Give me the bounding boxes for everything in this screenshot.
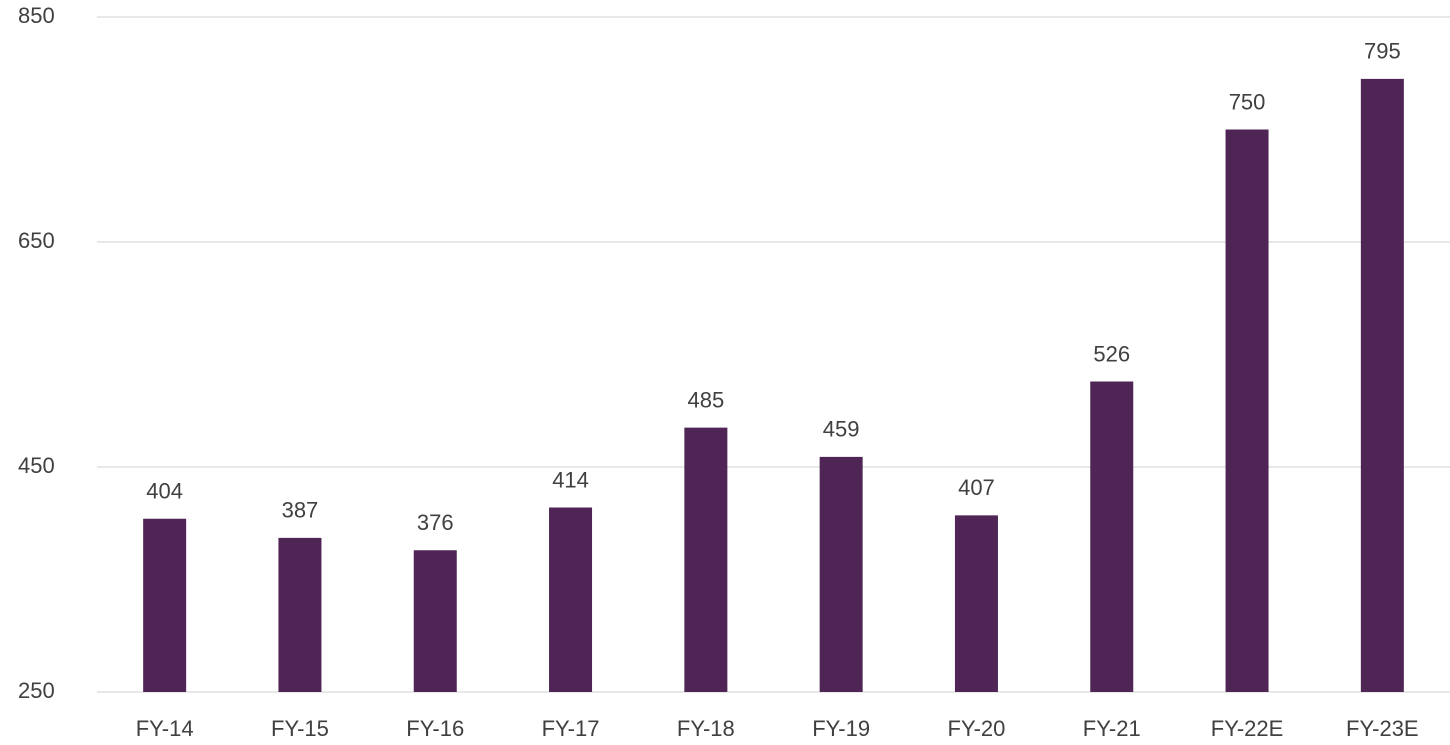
data-label: 750 bbox=[1229, 89, 1266, 114]
data-label: 404 bbox=[146, 479, 183, 504]
x-tick-label: FY-16 bbox=[406, 716, 464, 741]
data-label: 459 bbox=[823, 417, 860, 442]
data-label: 795 bbox=[1364, 39, 1401, 64]
bar bbox=[278, 537, 322, 692]
x-tick-label: FY-18 bbox=[677, 716, 735, 741]
bar bbox=[954, 515, 998, 692]
x-tick-label: FY-17 bbox=[542, 716, 600, 741]
bar bbox=[1090, 381, 1134, 692]
y-tick-label: 450 bbox=[18, 453, 55, 478]
x-tick-label: FY-22E bbox=[1211, 716, 1284, 741]
x-tick-label: FY-14 bbox=[136, 716, 194, 741]
bar bbox=[143, 518, 187, 692]
y-tick-label: 650 bbox=[18, 228, 55, 253]
x-tick-label: FY-23E bbox=[1346, 716, 1419, 741]
bar bbox=[1360, 78, 1404, 692]
bar bbox=[549, 507, 593, 692]
bar bbox=[684, 427, 728, 692]
x-tick-label: FY-21 bbox=[1083, 716, 1141, 741]
data-label: 387 bbox=[282, 498, 319, 523]
y-tick-label: 250 bbox=[18, 678, 55, 703]
x-tick-label: FY-19 bbox=[812, 716, 870, 741]
data-label: 407 bbox=[958, 475, 995, 500]
data-label: 414 bbox=[552, 467, 589, 492]
x-tick-label: FY-15 bbox=[271, 716, 329, 741]
bar bbox=[1225, 129, 1269, 692]
y-tick-label: 850 bbox=[18, 3, 55, 28]
x-tick-label: FY-20 bbox=[948, 716, 1006, 741]
bar bbox=[413, 550, 457, 692]
bar bbox=[819, 456, 863, 692]
data-label: 526 bbox=[1093, 341, 1130, 366]
data-label: 376 bbox=[417, 510, 454, 535]
data-label: 485 bbox=[687, 387, 724, 412]
